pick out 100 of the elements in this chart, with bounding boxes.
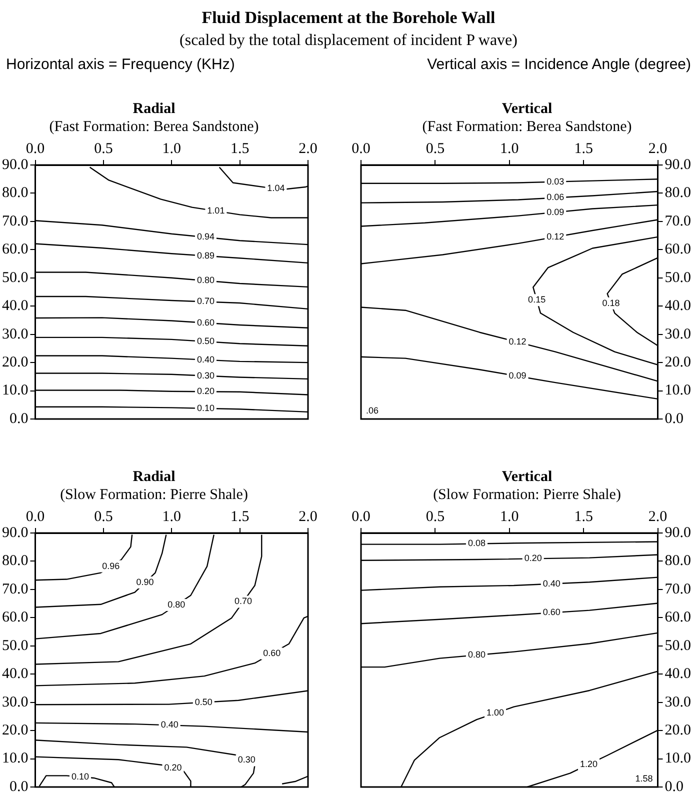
series-label: 0.80	[196, 275, 214, 286]
y2-tick-label: 80.0	[664, 553, 691, 570]
chart-subtitle: (Slow Formation: Pierre Shale)	[60, 486, 248, 503]
series-label: 0.60	[542, 607, 560, 618]
series-label: 0.40	[196, 354, 214, 364]
series-label: 0.50	[196, 336, 214, 346]
y-tick-label: 0.0	[10, 410, 28, 427]
y-tick-label: 40.0	[2, 666, 28, 682]
series-label: 0.15	[528, 294, 546, 305]
annotation: .06	[366, 405, 379, 416]
y2-tick-label: 20.0	[664, 354, 691, 370]
y2-tick-label: 30.0	[664, 694, 691, 710]
x-tick-label: 1.5	[574, 508, 593, 525]
series-label: 1.20	[580, 758, 598, 769]
series-label: 1.00	[486, 708, 504, 718]
y2-tick-label: 0.0	[664, 778, 684, 795]
y-tick-label: 70.0	[2, 581, 28, 598]
x-tick-label: 0.5	[94, 508, 113, 525]
series-label: 0.80	[468, 650, 486, 660]
series-label: 0.50	[194, 696, 212, 707]
x-tick-label: 0.0	[352, 508, 370, 525]
series-label: 0.20	[524, 553, 542, 564]
y-tick-label: 30.0	[2, 326, 28, 342]
x-tick-label: 0.0	[26, 508, 45, 525]
x-tick-label: 0.5	[426, 140, 445, 157]
y-tick-label: 40.0	[2, 298, 28, 314]
series-label: 0.90	[136, 577, 154, 588]
x-tick-label: 2.0	[298, 508, 318, 525]
text: Fluid Displacement at the Borehole Wall	[200, 7, 496, 28]
y2-tick-label: 80.0	[664, 185, 691, 202]
series-label: 0.08	[468, 538, 486, 548]
y-tick-label: 10.0	[2, 382, 28, 399]
series-label: 0.09	[508, 370, 526, 381]
y2-tick-label: 60.0	[664, 610, 691, 626]
series-label: 0.89	[196, 250, 214, 260]
text: Vertical axis = Incidence Angle (degree)	[427, 56, 691, 73]
y-tick-label: 30.0	[2, 694, 28, 710]
y2-tick-label: 0.0	[664, 410, 684, 427]
series-label: 0.09	[546, 206, 564, 217]
y2-tick-label: 60.0	[664, 242, 691, 258]
y2-tick-label: 50.0	[664, 638, 691, 654]
y-tick-label: 10.0	[2, 750, 28, 767]
series-label: 0.30	[238, 754, 256, 765]
x-tick-label: 1.0	[500, 508, 519, 525]
y-tick-label: 90.0	[2, 524, 28, 541]
text: (scaled by the total displacement of incident P wave)	[178, 32, 518, 50]
y2-tick-label: 10.0	[664, 382, 691, 399]
x-tick-label: 0.5	[94, 140, 113, 157]
series-label: 0.70	[234, 596, 252, 606]
y-tick-label: 60.0	[2, 610, 28, 626]
y2-tick-label: 40.0	[664, 666, 691, 682]
series-label: 0.12	[508, 336, 526, 347]
x-tick-label: 2.0	[648, 508, 668, 525]
series-label: 0.96	[102, 560, 120, 571]
y-tick-label: 0.0	[10, 778, 28, 795]
y2-tick-label: 10.0	[664, 750, 691, 767]
y-tick-label: 20.0	[2, 354, 28, 370]
y-tick-label: 80.0	[2, 185, 28, 202]
series-label: 0.60	[196, 317, 214, 328]
series-label: 0.30	[196, 370, 214, 380]
y2-tick-label: 70.0	[664, 213, 691, 230]
y2-tick-label: 90.0	[664, 524, 691, 541]
x-tick-label: 0.0	[26, 140, 45, 157]
series-label: 0.40	[542, 578, 560, 588]
series-label: 0.06	[546, 192, 564, 202]
series-label: 0.60	[263, 648, 281, 658]
x-tick-label: 2.0	[298, 140, 318, 157]
y-tick-label: 60.0	[2, 242, 28, 258]
y2-tick-label: 90.0	[664, 156, 691, 173]
series-label: 0.94	[196, 232, 214, 242]
series-label: 0.18	[602, 298, 620, 308]
x-tick-label: 1.0	[500, 140, 519, 157]
x-tick-label: 1.5	[574, 140, 593, 157]
x-tick-label: 1.0	[162, 508, 181, 525]
x-tick-label: 1.5	[230, 508, 250, 525]
chart-title: Vertical	[502, 100, 552, 117]
series-label: 0.12	[546, 231, 564, 242]
text: Horizontal axis = Frequency (KHz)	[6, 56, 235, 73]
x-tick-label: 0.5	[426, 508, 445, 525]
y-tick-label: 80.0	[2, 553, 28, 570]
series-label: 0.10	[71, 771, 90, 782]
y2-tick-label: 20.0	[664, 722, 691, 738]
series-label: 1.04	[267, 182, 285, 193]
series-label: 0.20	[196, 386, 214, 396]
chart-subtitle: (Slow Formation: Pierre Shale)	[433, 486, 621, 503]
y-tick-label: 90.0	[2, 156, 28, 173]
chart-title: Radial	[132, 468, 176, 485]
y2-tick-label: 50.0	[664, 270, 691, 286]
y-tick-label: 50.0	[2, 638, 28, 654]
y2-tick-label: 40.0	[664, 298, 691, 314]
annotation: 1.58	[635, 773, 653, 784]
chart-title: Radial	[132, 100, 176, 117]
chart-subtitle: (Fast Formation: Berea Sandstone)	[422, 118, 632, 135]
series-label: 0.80	[168, 599, 186, 610]
chart-title: Vertical	[502, 468, 552, 485]
y-tick-label: 50.0	[2, 270, 28, 286]
series-label: 0.10	[196, 402, 214, 413]
y-tick-label: 70.0	[2, 213, 28, 230]
series-label: 0.20	[164, 762, 182, 773]
series-label: 0.70	[196, 296, 214, 306]
